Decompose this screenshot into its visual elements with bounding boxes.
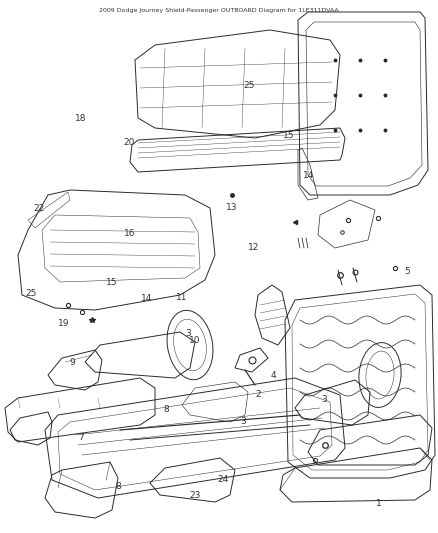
Text: 2009 Dodge Journey Shield-Passenger OUTBOARD Diagram for 1LE311DVAA: 2009 Dodge Journey Shield-Passenger OUTB… bbox=[99, 8, 339, 13]
Text: 11: 11 bbox=[176, 293, 187, 302]
Text: 22: 22 bbox=[34, 205, 45, 213]
Text: 24: 24 bbox=[218, 475, 229, 484]
Text: 13: 13 bbox=[226, 204, 238, 212]
Text: 19: 19 bbox=[58, 319, 69, 328]
Text: 3: 3 bbox=[185, 329, 191, 337]
Text: 16: 16 bbox=[124, 229, 135, 238]
Text: 9: 9 bbox=[69, 358, 75, 367]
Text: 25: 25 bbox=[25, 289, 36, 297]
Text: 7: 7 bbox=[78, 433, 84, 441]
Text: 12: 12 bbox=[248, 244, 260, 252]
Text: 15: 15 bbox=[283, 132, 295, 140]
Text: 25: 25 bbox=[243, 81, 254, 90]
Text: 3: 3 bbox=[240, 417, 246, 425]
Text: 23: 23 bbox=[189, 491, 201, 500]
Text: 4: 4 bbox=[271, 372, 276, 380]
Text: 3: 3 bbox=[321, 395, 327, 404]
Text: 18: 18 bbox=[75, 114, 87, 123]
Text: 5: 5 bbox=[404, 268, 410, 276]
Text: 1: 1 bbox=[376, 499, 382, 508]
Text: 8: 8 bbox=[163, 405, 170, 414]
Text: 15: 15 bbox=[106, 278, 117, 287]
Text: 14: 14 bbox=[303, 172, 314, 180]
Text: 10: 10 bbox=[189, 336, 201, 344]
Text: 20: 20 bbox=[124, 139, 135, 147]
Text: 8: 8 bbox=[115, 482, 121, 490]
Text: 14: 14 bbox=[141, 294, 152, 303]
Text: 2: 2 bbox=[256, 390, 261, 399]
